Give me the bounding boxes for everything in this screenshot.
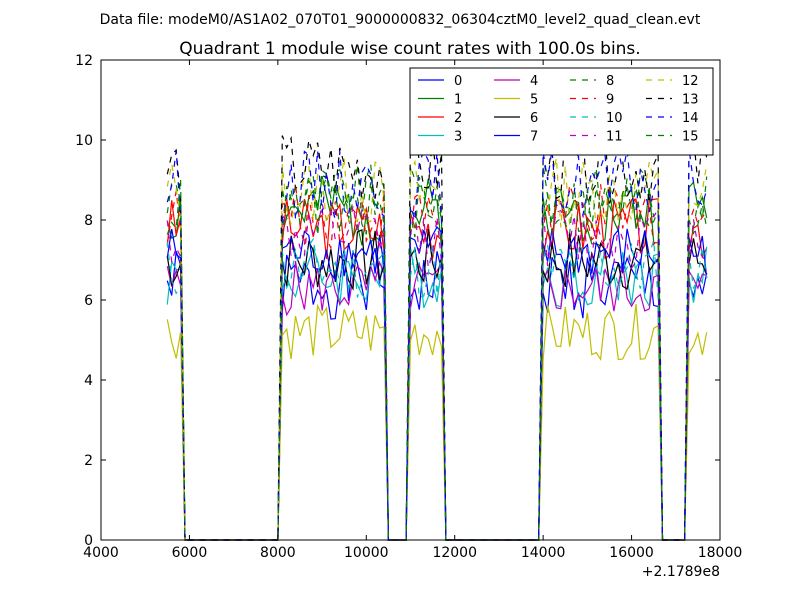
x-tick-label: 16000	[609, 545, 654, 561]
x-tick-label: 14000	[521, 545, 566, 561]
legend-label-2: 2	[454, 111, 462, 126]
legend-label-9: 9	[606, 93, 614, 108]
x-tick-label: 4000	[83, 545, 119, 561]
y-tick-label: 2	[84, 453, 93, 469]
legend-label-10: 10	[606, 111, 623, 126]
x-tick-label: 18000	[698, 545, 743, 561]
x-offset-label: +2.1789e8	[642, 564, 720, 580]
legend-label-8: 8	[606, 74, 614, 89]
legend-label-13: 13	[682, 93, 699, 108]
legend-label-6: 6	[530, 111, 538, 126]
legend-label-4: 4	[530, 74, 538, 89]
series-line-9	[166, 184, 708, 541]
x-tick-label: 10000	[344, 545, 389, 561]
series-line-2	[166, 198, 708, 541]
y-tick-label: 6	[84, 293, 93, 309]
legend-label-0: 0	[454, 74, 462, 89]
series-line-5	[166, 303, 708, 541]
y-tick-label: 10	[75, 133, 93, 149]
x-tick-label: 6000	[172, 545, 208, 561]
legend-box	[409, 67, 714, 156]
legend-label-1: 1	[454, 93, 462, 108]
x-tick-label: 8000	[260, 545, 296, 561]
y-tick-label: 8	[84, 213, 93, 229]
y-tick-label: 4	[84, 373, 93, 389]
plot-lines	[166, 131, 708, 541]
legend-label-14: 14	[682, 111, 699, 126]
legend-label-12: 12	[682, 74, 699, 89]
series-line-4	[166, 260, 707, 541]
legend-label-11: 11	[606, 130, 623, 145]
axis-ticks: 4000 6000 8000 10000 12000 14000 16000 18000 0 2 4…	[75, 53, 742, 561]
series-line-15	[166, 175, 708, 541]
chart-title: Quadrant 1 module wise count rates with …	[179, 39, 640, 59]
series-line-13	[166, 131, 708, 541]
legend-label-7: 7	[530, 130, 538, 145]
legend-label-3: 3	[454, 130, 462, 145]
series-line-1	[166, 175, 708, 541]
y-tick-label: 12	[75, 53, 93, 69]
legend-label-15: 15	[682, 130, 699, 145]
series-line-6	[166, 228, 708, 541]
x-tick-label: 12000	[432, 545, 477, 561]
y-tick-label: 0	[84, 533, 93, 549]
legend-label-5: 5	[530, 93, 538, 108]
chart-suptitle: Data file: modeM0/AS1A02_070T01_90000008…	[100, 12, 701, 28]
